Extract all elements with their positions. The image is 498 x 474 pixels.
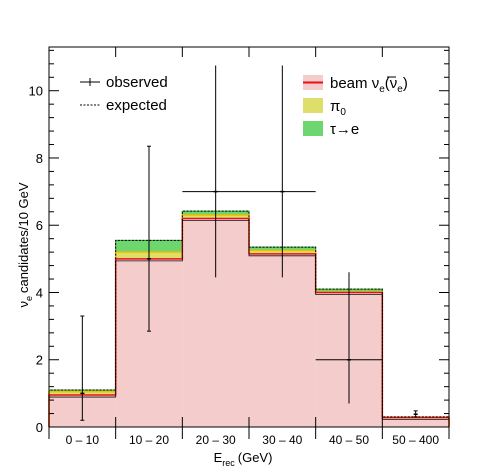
observed-point: [413, 410, 418, 418]
y-tick-label: 8: [36, 151, 43, 166]
legend-beam-label: beam νe(νe): [330, 75, 408, 95]
x-tick-label: 50 – 400: [392, 433, 439, 447]
observed-points: [80, 65, 418, 421]
x-tick-label: 20 – 30: [196, 433, 236, 447]
observed-point: [182, 65, 249, 278]
x-tick-label: 30 – 40: [262, 433, 302, 447]
legend-left: observed expected: [80, 74, 168, 114]
legend-tau-swatch: [303, 121, 323, 136]
y-axis-label-rest: candidates/10 GeV: [16, 182, 31, 293]
legend-expected-label: expected: [106, 97, 167, 114]
y-axis: 0 2 4 6 8 10: [29, 49, 449, 435]
y-axis-label: νe candidates/10 GeV: [16, 182, 34, 307]
legend-pi0-label: π0: [330, 98, 346, 118]
y-axis-label-nu: ν: [16, 301, 31, 308]
observed-point: [147, 145, 151, 332]
y-tick-label: 10: [29, 84, 43, 99]
x-axis-label-sub: rec: [222, 458, 235, 468]
x-tick-label: 10 – 20: [129, 433, 169, 447]
x-axis-label-main: E: [214, 450, 223, 465]
legend-pi0-swatch: [303, 98, 323, 113]
y-tick-label: 2: [36, 353, 43, 368]
x-axis: 0 – 10 10 – 20 20 – 30 30 – 40 40 – 50 50 – 4…: [48, 47, 450, 447]
legend-observed-label: observed: [106, 74, 168, 91]
bar-beam: [249, 253, 316, 427]
legend-tau-label: τ→e: [330, 121, 359, 138]
observed-point: [249, 65, 316, 278]
y-tick-label: 0: [36, 420, 43, 435]
y-tick-label: 4: [36, 285, 43, 300]
x-tick-label: 0 – 10: [66, 433, 100, 447]
observed-point: [315, 272, 383, 404]
x-axis-label: Erec (GeV): [214, 450, 273, 468]
observed-point: [80, 315, 85, 421]
y-tick-label: 6: [36, 218, 43, 233]
bar-beam: [382, 417, 449, 427]
x-tick-label: 40 – 50: [329, 433, 369, 447]
x-axis-label-unit: (GeV): [238, 450, 273, 465]
y-axis-label-sub: e: [24, 296, 34, 301]
legend-right: beam νe(νe) π0 τ→e: [303, 75, 408, 138]
